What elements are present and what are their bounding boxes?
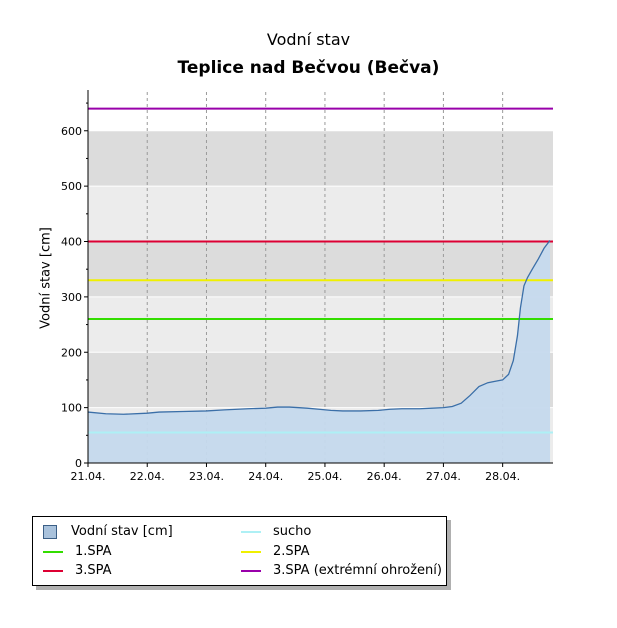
legend-item-sucho: sucho xyxy=(241,524,311,539)
legend-item-3spa-extreme: 3.SPA (extrémní ohrožení) xyxy=(241,563,442,578)
legend-swatch-3spa xyxy=(43,569,63,572)
plot-band xyxy=(88,241,553,297)
legend-swatch-sucho xyxy=(241,530,261,533)
y-tick-label: 300 xyxy=(61,291,82,304)
legend-item-3spa: 3.SPA xyxy=(43,563,112,578)
x-tick-label: 21.04. xyxy=(71,470,106,483)
legend-item-water-level: Vodní stav [cm] xyxy=(43,524,173,539)
legend-label: sucho xyxy=(273,524,312,539)
legend-label: Vodní stav [cm] xyxy=(71,524,173,539)
y-axis-label: Vodní stav [cm] xyxy=(38,227,54,329)
legend: Vodní stav [cm] sucho 1.SPA 2.SPA 3.SPA … xyxy=(32,516,447,586)
legend-label: 1.SPA xyxy=(75,544,112,559)
x-tick-label: 24.04. xyxy=(248,470,283,483)
y-tick-label: 600 xyxy=(61,125,82,138)
x-tick-label: 27.04. xyxy=(426,470,461,483)
legend-item-2spa: 2.SPA xyxy=(241,544,310,559)
plot-band xyxy=(88,130,553,187)
plot-band xyxy=(88,186,553,242)
series-line xyxy=(87,240,551,415)
plot-band xyxy=(88,296,553,353)
series-area xyxy=(88,240,551,463)
legend-swatch-3spa-extreme xyxy=(241,569,261,572)
x-tick-label: 25.04. xyxy=(307,470,342,483)
x-tick-label: 22.04. xyxy=(130,470,165,483)
x-tick-label: 26.04. xyxy=(367,470,402,483)
legend-swatch-2spa xyxy=(241,550,261,553)
legend-swatch-water-level xyxy=(43,524,57,539)
legend-label: 2.SPA xyxy=(273,544,310,559)
legend-item-1spa: 1.SPA xyxy=(43,544,112,559)
chart-title: Vodní stav xyxy=(266,30,351,49)
y-tick-label: 200 xyxy=(61,346,82,359)
y-tick-label: 400 xyxy=(61,236,82,249)
chart-subtitle: Teplice nad Bečvou (Bečva) xyxy=(177,58,440,78)
y-tick-label: 0 xyxy=(75,457,82,470)
y-tick-label: 500 xyxy=(61,180,82,193)
legend-swatch-1spa xyxy=(43,550,63,553)
legend-label: 3.SPA (extrémní ohrožení) xyxy=(273,563,442,578)
x-tick-label: 28.04. xyxy=(485,470,520,483)
y-tick-label: 100 xyxy=(61,402,82,415)
legend-label: 3.SPA xyxy=(75,563,112,578)
x-tick-label: 23.04. xyxy=(189,470,224,483)
